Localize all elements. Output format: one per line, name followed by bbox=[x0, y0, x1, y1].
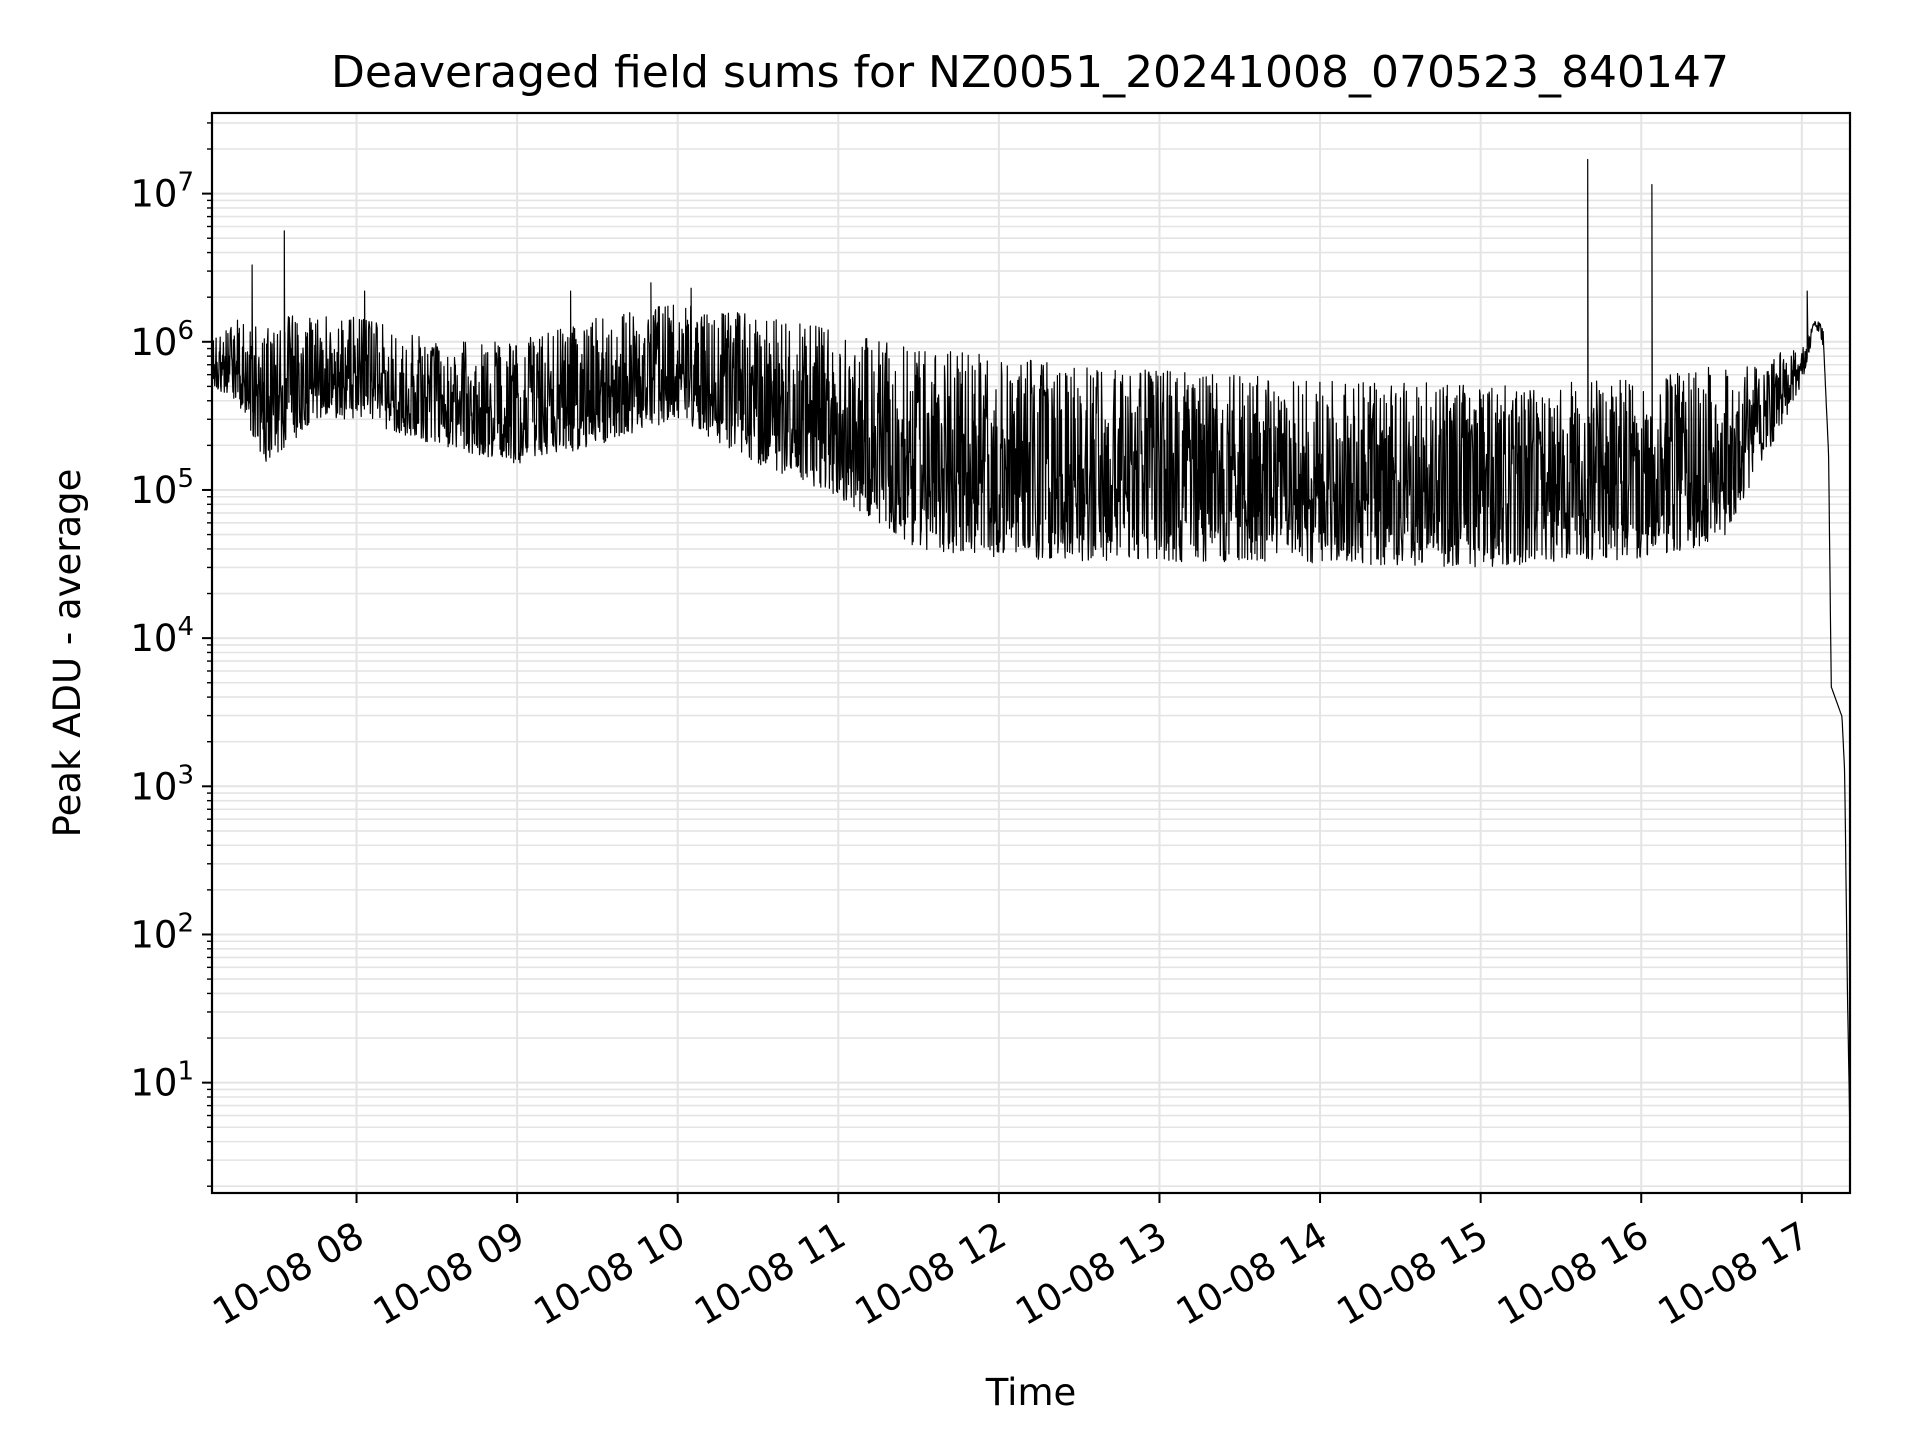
y-tick-label: 102 bbox=[130, 908, 194, 956]
y-tick-label: 107 bbox=[130, 168, 194, 216]
y-tick-label: 104 bbox=[130, 612, 194, 660]
y-tick-label: 103 bbox=[130, 760, 194, 808]
series-line bbox=[211, 158, 1851, 1137]
chart-title: Deaveraged field sums for NZ0051_2024100… bbox=[331, 47, 1729, 98]
grid bbox=[212, 113, 1850, 1193]
series-group bbox=[211, 158, 1851, 1137]
y-axis: 101 102 103 104 105 106 107 bbox=[130, 122, 212, 1187]
y-tick-label: 101 bbox=[130, 1057, 194, 1105]
x-axis-label: Time bbox=[985, 1371, 1077, 1414]
y-axis-label: Peak ADU - average bbox=[46, 469, 89, 838]
y-tick-label: 105 bbox=[130, 464, 194, 512]
y-tick-label: 106 bbox=[130, 316, 194, 364]
